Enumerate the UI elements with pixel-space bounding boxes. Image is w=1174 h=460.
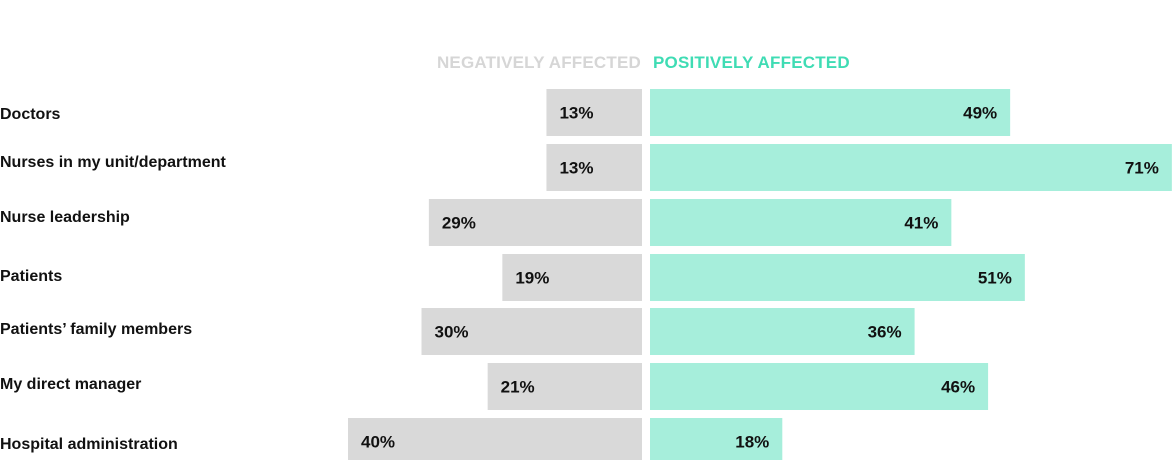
legend-negatively-affected: NEGATIVELY AFFECTED [437,53,641,72]
bar-positive [650,144,1172,191]
bar-negative [546,89,642,136]
chart-row: Patients’ family members 30% 36% [0,308,915,355]
value-label-negative: 13% [559,104,593,123]
chart-row: Doctors 13% 49% [0,89,1011,136]
value-label-negative: 30% [435,323,469,342]
chart-row: Patients 19% 51% [0,254,1025,301]
category-label: Nurses in my unit/department [0,154,226,171]
value-label-positive: 18% [735,433,769,452]
value-label-negative: 29% [442,214,476,233]
value-label-positive: 49% [963,104,997,123]
value-label-negative: 21% [501,378,535,397]
bar-positive [650,308,915,355]
value-label-positive: 46% [941,378,975,397]
category-label: Patients [0,268,62,285]
bar-positive [650,199,952,246]
category-label: Hospital administration [0,436,178,453]
bar-negative [487,363,642,410]
value-label-negative: 19% [515,269,549,288]
bar-positive [650,89,1011,136]
value-label-positive: 51% [978,269,1012,288]
chart-row: Nurses in my unit/department 13% 71% [0,144,1172,191]
bar-negative [421,308,642,355]
category-label: Nurse leadership [0,209,130,226]
category-label: My direct manager [0,376,141,393]
bar-negative [546,144,642,191]
category-label: Patients’ family members [0,321,192,338]
bar-positive [650,254,1025,301]
category-label: Doctors [0,106,61,123]
chart-row: Hospital administration 40% 18% [0,418,783,460]
value-label-positive: 36% [868,323,902,342]
legend: NEGATIVELY AFFECTED POSITIVELY AFFECTED [437,53,850,72]
bar-positive [650,363,989,410]
bar-positive [650,418,783,460]
value-label-positive: 71% [1125,159,1159,178]
chart-rows: Doctors 13% 49% Nurses in my unit/departmen… [0,89,1172,460]
legend-positively-affected: POSITIVELY AFFECTED [653,53,850,72]
value-label-negative: 40% [361,433,395,452]
value-label-negative: 13% [559,159,593,178]
bar-negative [502,254,642,301]
chart-row: Nurse leadership 29% 41% [0,199,952,246]
chart-row: My direct manager 21% 46% [0,363,989,410]
value-label-positive: 41% [904,214,938,233]
bar-negative [348,418,642,460]
bar-negative [428,199,642,246]
